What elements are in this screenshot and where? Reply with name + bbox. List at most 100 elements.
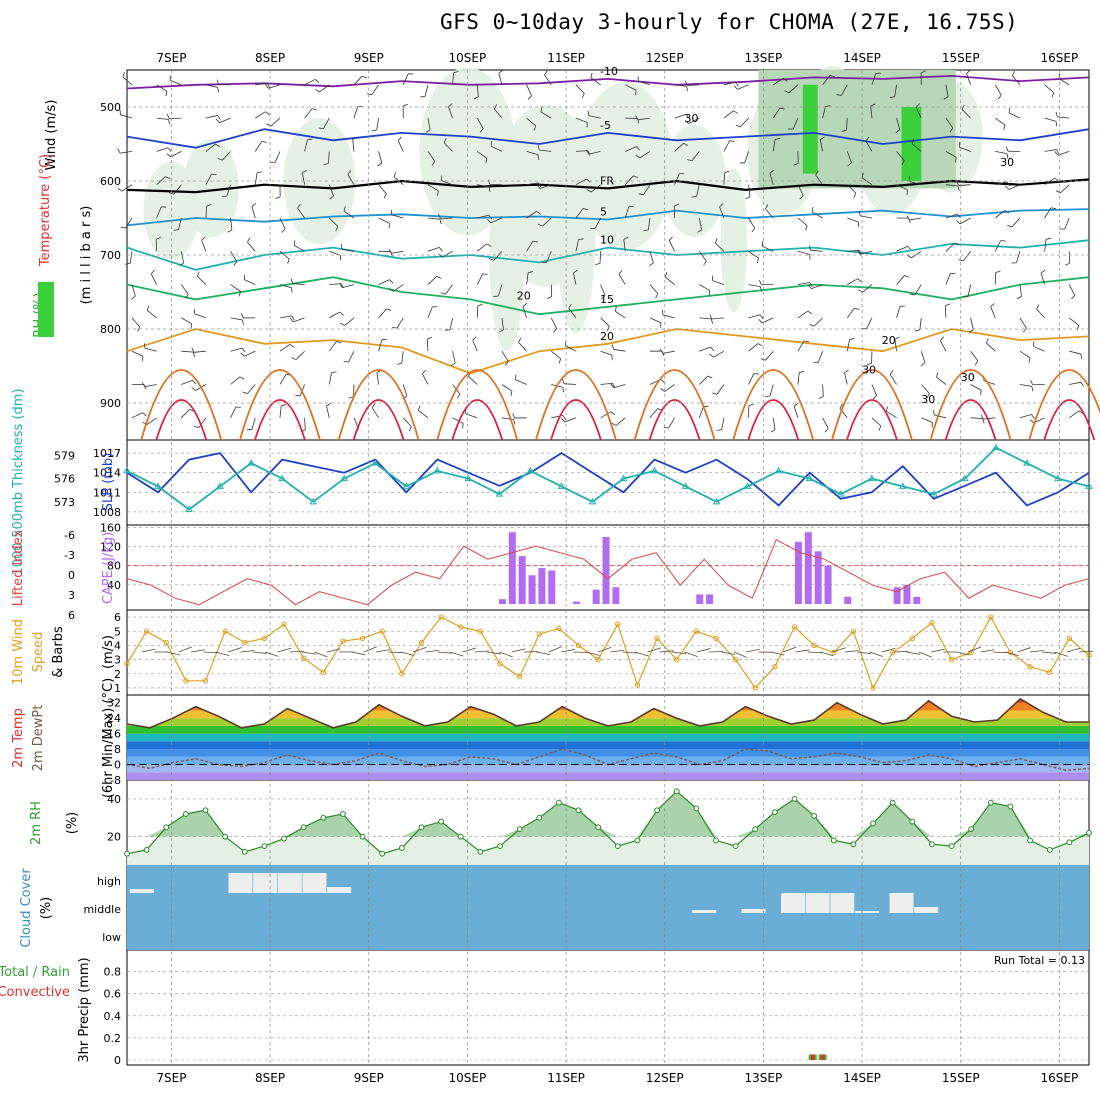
wind-speed-marker: [909, 635, 916, 642]
wind-barb-flag: [586, 178, 591, 183]
wind-barb: [698, 217, 703, 230]
date-label-bottom: 15SEP: [942, 1071, 980, 1085]
wind-barb: [945, 84, 949, 97]
wind-barb-flag: [266, 83, 270, 88]
wind-barb-flag: [340, 322, 345, 326]
isotherm-25: [633, 369, 716, 441]
ytick-label-cape: 40: [107, 579, 121, 592]
wind-barb: [590, 77, 601, 86]
wind-barb: [674, 114, 687, 119]
wind-barb-flag: [799, 370, 805, 373]
wind-barb: [1036, 308, 1045, 319]
chart-title: GFS 0~10day 3-hourly for CHOMA (27E, 16.…: [440, 10, 1019, 34]
wind-barb: [847, 278, 858, 285]
rh-saturated-region: [802, 84, 818, 174]
wind-side-label: 10m Wind: [11, 619, 26, 685]
rh-shading: [419, 67, 516, 236]
wind-barb: [931, 648, 945, 653]
wind-barb: [344, 317, 355, 326]
wind-barb: [526, 151, 539, 156]
wind-barb-flag: [562, 378, 565, 384]
cape-ylabel: CAPE (J/kg): [101, 532, 116, 604]
wind-barb: [906, 651, 921, 655]
wind-barb: [886, 411, 897, 419]
wind-barb-flag: [166, 153, 171, 158]
wind-barb: [244, 350, 256, 357]
wind-barb: [279, 344, 291, 352]
wind-barb: [371, 407, 379, 419]
wind-barb-flag: [990, 303, 995, 308]
wind-barb: [1044, 177, 1055, 186]
wind-barb: [980, 649, 995, 653]
wind-barb: [222, 151, 231, 161]
wind-speed-marker: [124, 661, 130, 667]
ytick-label-slp: 1011: [93, 486, 121, 499]
wind-barb: [945, 117, 954, 129]
wind-barb-flag: [870, 103, 876, 107]
wind-barb: [166, 651, 181, 656]
wind-barb-flag: [553, 328, 558, 333]
wind-barb-flag: [339, 311, 344, 316]
ytick-label-thickness: 573: [54, 496, 75, 509]
rh-marker: [654, 807, 660, 814]
wind-barb: [668, 417, 675, 429]
wind-barb: [772, 417, 776, 430]
wind-barb: [293, 317, 305, 323]
wind-barb-flag: [326, 402, 331, 407]
wind-barb: [637, 117, 650, 121]
wind-barb: [522, 306, 527, 319]
wind-barb: [674, 84, 687, 87]
wind-barb-flag: [150, 269, 155, 275]
wind-barb: [797, 217, 808, 226]
wind-barb-flag: [437, 190, 439, 196]
wind-barb-flag: [437, 253, 443, 258]
wind-speed-marker: [1027, 663, 1033, 670]
wind-barb: [909, 181, 922, 186]
wind-barb: [1008, 112, 1021, 119]
wind-barb: [945, 273, 951, 285]
wind-speed-marker: [634, 682, 641, 688]
wind-barb: [477, 151, 488, 159]
wind-barb: [684, 651, 698, 658]
wind-barb: [561, 649, 575, 653]
wind-barb: [841, 84, 848, 96]
precip-bar-convective: [820, 1054, 825, 1060]
wind-barb: [713, 350, 725, 358]
wind-barb-flag: [955, 157, 957, 163]
wind-barb-flag: [709, 353, 714, 358]
wind-barb: [846, 184, 857, 194]
thickness-marker: [402, 482, 411, 489]
wind-barb-flag: [686, 86, 689, 92]
wind-speed-marker: [222, 628, 228, 634]
wind-barb: [721, 651, 736, 655]
wind-barb: [871, 417, 882, 427]
wind-barb: [588, 151, 601, 155]
wind-barb: [477, 184, 490, 188]
wind-barb-flag: [719, 203, 724, 208]
rh-marker: [516, 826, 523, 833]
wind-barb-flag: [585, 149, 590, 155]
wind-barb-flag: [1011, 70, 1016, 76]
wind-barb: [919, 317, 922, 330]
isotherm-label: -10: [600, 65, 618, 78]
ytick-label-cloud: high: [97, 875, 121, 888]
wind-barb: [326, 648, 341, 653]
wind-barb: [934, 414, 947, 419]
wind-barb: [539, 149, 552, 152]
wind-barb: [699, 346, 711, 352]
wind-barb-flag: [920, 362, 926, 367]
ytick-label-slp: 1014: [93, 467, 121, 480]
ytick-label-temp: 0: [114, 759, 121, 772]
rh-side-label: 2m RH: [29, 801, 44, 845]
wind-barb: [427, 246, 440, 252]
wind-barb-flag: [906, 254, 912, 259]
wind-barb-flag: [485, 158, 488, 164]
wind-barb-flag: [173, 229, 179, 231]
rh-marker: [870, 820, 876, 827]
wind-barb: [546, 251, 552, 263]
wind-barb-flag: [302, 169, 307, 174]
wind-speed-marker: [1086, 652, 1092, 659]
wind-barb-flag: [708, 290, 711, 296]
wind-barb: [178, 217, 182, 230]
wind-barb-flag: [287, 258, 290, 264]
